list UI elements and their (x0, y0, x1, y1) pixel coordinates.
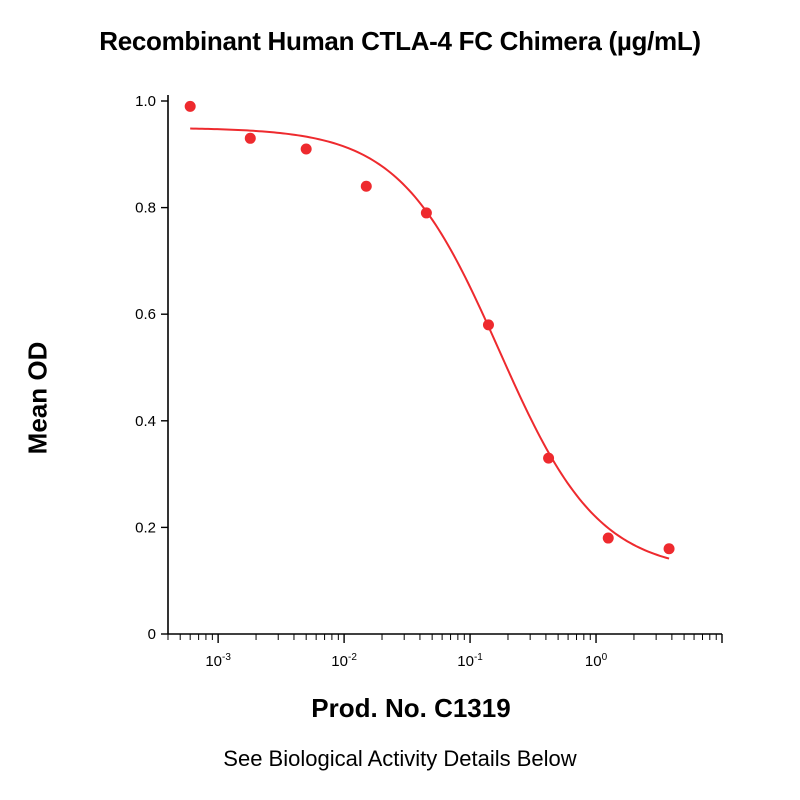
data-point (300, 143, 312, 155)
fit-curve-layer (190, 127, 670, 560)
x-tick-label: 10-3 (205, 652, 231, 670)
y-tick-label: 0.4 (135, 413, 156, 430)
fit-curve (190, 127, 670, 560)
data-point (482, 319, 494, 331)
y-tick-label: 0 (148, 626, 156, 643)
data-points-layer (184, 100, 675, 555)
x-axis-label: Prod. No. C1319 (311, 693, 511, 723)
x-tick-label: 10-1 (457, 652, 483, 670)
data-point (543, 452, 555, 464)
data-point (360, 180, 372, 192)
y-tick-label: 0.8 (135, 200, 156, 217)
data-point (420, 207, 432, 219)
chart-title: Recombinant Human CTLA-4 FC Chimera (µg/… (99, 26, 701, 56)
data-point (184, 100, 196, 112)
x-tick-label: 10-2 (331, 652, 357, 670)
axes: 0 0.2 0.4 0.6 0.8 1.0 10-3 10-2 10-1 100 (135, 93, 723, 670)
y-tick-label: 0.6 (135, 306, 156, 323)
data-point (663, 543, 675, 555)
y-tick-label: 0.2 (135, 519, 156, 536)
chart-subtitle: See Biological Activity Details Below (223, 746, 577, 771)
data-point (602, 532, 614, 544)
y-tick-label: 1.0 (135, 93, 156, 110)
x-tick-label: 100 (585, 652, 608, 670)
data-point (244, 132, 256, 144)
